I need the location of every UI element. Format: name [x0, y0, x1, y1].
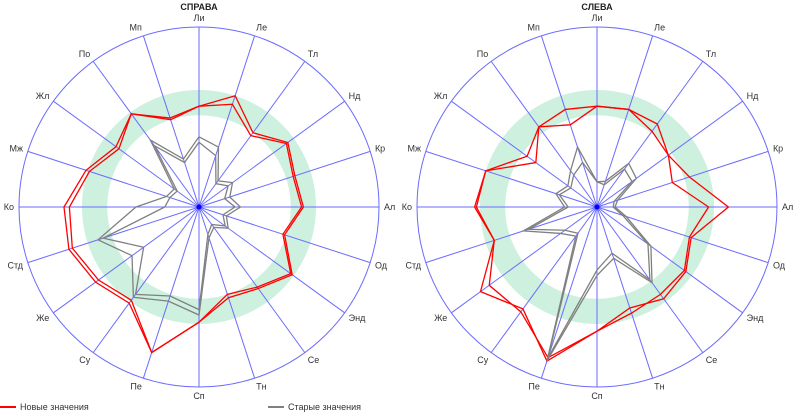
legend-new: Новые значения	[0, 402, 89, 412]
axis-label: Же	[36, 313, 49, 323]
axis-spoke	[198, 150, 371, 208]
axis-label: Ко	[4, 202, 14, 212]
axis-label: Сп	[591, 391, 602, 401]
axis-label: Од	[375, 260, 388, 270]
axis-spoke	[142, 206, 200, 379]
axis-spoke	[198, 100, 345, 208]
axis-spoke	[596, 35, 654, 208]
axis-spoke	[451, 100, 598, 208]
legend-old-swatch	[268, 406, 284, 408]
axis-label: Кр	[375, 144, 385, 154]
axis-label: Мж	[10, 144, 24, 154]
axis-label: Ле	[654, 22, 665, 32]
chart-title: СПРАВА	[180, 2, 218, 12]
axis-label: Тн	[256, 382, 266, 392]
axis-label: Мж	[408, 144, 422, 154]
axis-label: Су	[79, 355, 90, 365]
axis-label: Ли	[194, 13, 205, 23]
axis-label: Же	[434, 313, 447, 323]
axis-label: По	[477, 49, 488, 59]
axis-spoke	[425, 206, 598, 264]
axis-label: Тл	[308, 49, 318, 59]
axis-label: Стд	[405, 260, 421, 270]
axis-spoke	[596, 206, 654, 379]
series-old-line	[101, 141, 237, 311]
axis-label: По	[79, 49, 90, 59]
axis-spoke	[451, 206, 598, 314]
axis-spoke	[27, 206, 200, 264]
axis-label: Ал	[782, 202, 793, 212]
axis-spoke	[92, 206, 200, 353]
axis-label: Пе	[130, 382, 141, 392]
series-old-line	[521, 145, 653, 362]
axis-label: Се	[308, 355, 320, 365]
axis-spoke	[92, 61, 200, 208]
center-point	[196, 204, 202, 210]
axis-spoke	[490, 61, 598, 208]
axis-label: Жл	[434, 91, 448, 101]
axis-label: Су	[477, 355, 488, 365]
axis-spoke	[142, 35, 200, 208]
axis-label: Тл	[706, 49, 716, 59]
radar-chart-right: Ли Ле Тл Нд Кр Ал Од Энд Се Тн Сп Пе Су Же Стд Ко Мж Жл По…	[4, 2, 396, 401]
axis-spoke	[540, 206, 598, 379]
axis-label: Энд	[747, 313, 764, 323]
axis-spoke	[540, 35, 598, 208]
axis-spoke	[53, 206, 200, 314]
axis-label: Жл	[36, 91, 50, 101]
axis-label: Од	[773, 260, 786, 270]
axis-spoke	[596, 100, 743, 208]
legend-new-label: Новые значения	[20, 402, 89, 412]
axis-label: Ал	[384, 202, 395, 212]
axis-label: Се	[706, 355, 718, 365]
axis-spoke	[198, 206, 345, 314]
axis-spoke	[198, 35, 256, 208]
legend-new-swatch	[0, 406, 16, 408]
axis-label: Нд	[349, 91, 361, 101]
axis-spoke	[596, 61, 704, 208]
axis-spoke	[425, 150, 598, 208]
axis-spoke	[596, 206, 743, 314]
axis-spoke	[198, 206, 306, 353]
series-new-line	[68, 103, 303, 354]
legend-old: Старые значения	[268, 402, 361, 412]
axis-spoke	[596, 150, 769, 208]
axis-label: Тн	[654, 382, 664, 392]
axis-label: Стд	[7, 260, 23, 270]
axis-spoke	[490, 206, 598, 353]
radar-chart-left: Ли Ле Тл Нд Кр Ал Од Энд Се Тн Сп Пе Су Же Стд Ко Мж Жл По…	[402, 2, 794, 401]
axis-label: Мп	[527, 22, 539, 32]
axis-label: Ли	[592, 13, 603, 23]
axis-label: Пе	[528, 382, 539, 392]
series-new-line	[475, 105, 710, 359]
chart-title: СЛЕВА	[581, 2, 613, 12]
axis-label: Энд	[349, 313, 366, 323]
axis-spoke	[198, 61, 306, 208]
axis-label: Нд	[747, 91, 759, 101]
center-point	[594, 204, 600, 210]
legend-old-label: Старые значения	[288, 402, 361, 412]
series-old-line	[96, 135, 242, 316]
axis-label: Ле	[256, 22, 267, 32]
axis-label: Кр	[773, 144, 783, 154]
axis-label: Сп	[193, 391, 204, 401]
axis-label: Ко	[402, 202, 412, 212]
series-old-line	[526, 161, 651, 358]
axis-label: Мп	[129, 22, 141, 32]
